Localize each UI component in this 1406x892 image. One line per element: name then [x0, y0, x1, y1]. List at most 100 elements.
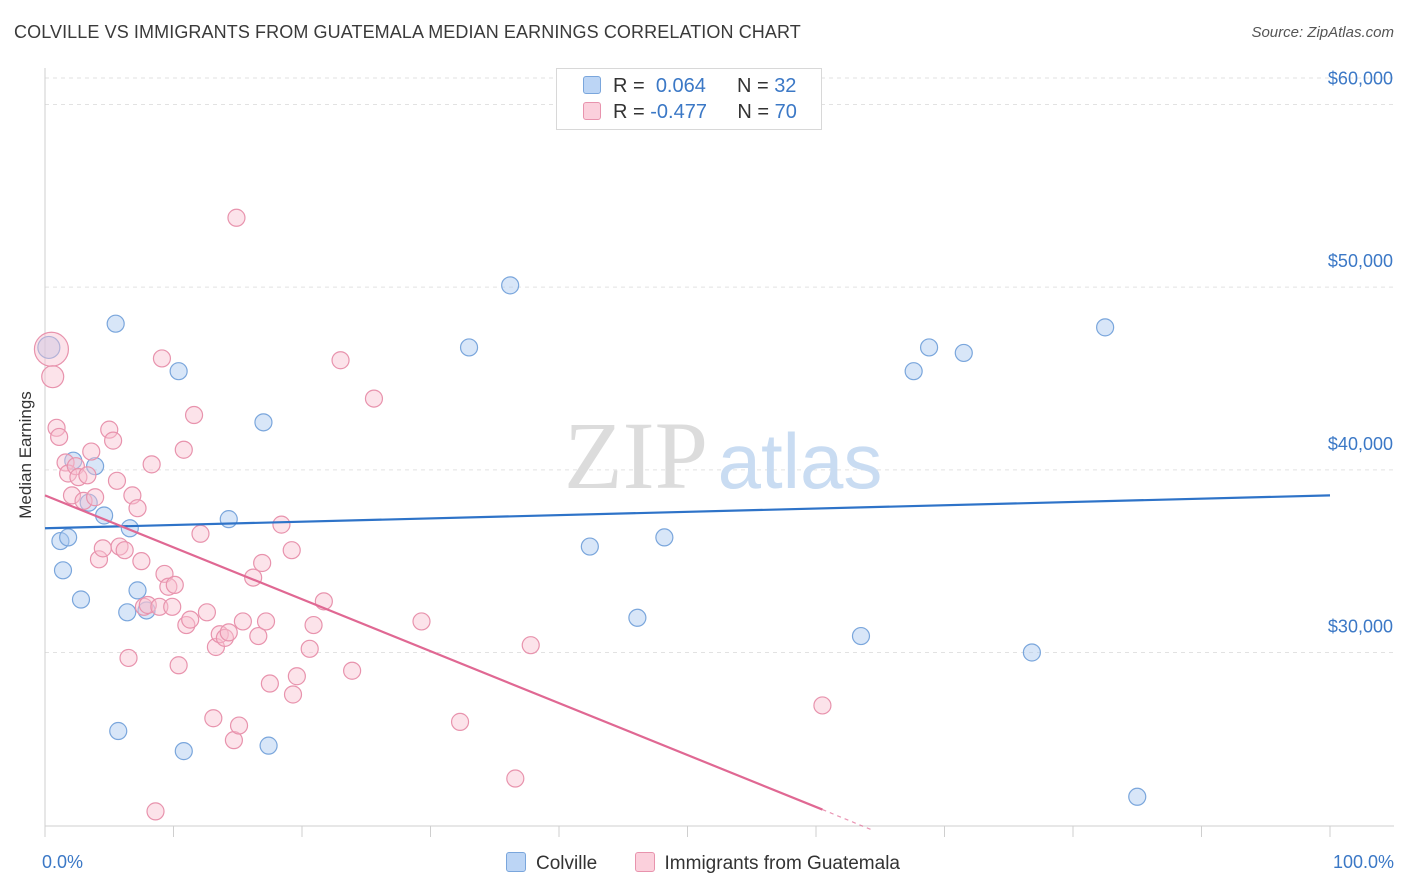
guatemala-point: [69, 468, 88, 487]
legend-r-label: R =: [613, 101, 645, 123]
gridlines: [45, 77, 1394, 653]
guatemala-point: [249, 626, 268, 646]
colville-point: [851, 626, 871, 646]
y-tick-label: $40,000: [1328, 434, 1393, 454]
legend-n-label: N =: [737, 101, 770, 123]
legend: R = 0.064 N = 32 R = -0.477 N = 70: [556, 68, 822, 130]
guatemala-trend-extension: [822, 809, 872, 831]
y-tick-labels: $30,000 $40,000 $50,000 $60,000: [1328, 69, 1393, 637]
legend-row-colville: R = 0.064 N = 32: [583, 75, 796, 101]
guatemala-point: [163, 597, 182, 616]
guatemala-point: [152, 349, 172, 368]
guatemala-point: [412, 612, 431, 631]
colville-point: [501, 276, 520, 295]
colville-point: [219, 510, 238, 529]
guatemala-point: [59, 464, 78, 483]
guatemala-point: [93, 539, 112, 558]
guatemala-point: [260, 674, 279, 693]
trend-lines: [44, 494, 1331, 831]
colville-point: [919, 338, 939, 357]
guatemala-point: [283, 685, 303, 704]
series-swatch-colville: [506, 852, 526, 872]
guatemala-point: [219, 623, 238, 642]
guatemala-point: [506, 769, 525, 788]
guatemala-point: [521, 636, 540, 655]
axes: [44, 68, 1394, 837]
data-points: [33, 208, 1147, 821]
chart-title: COLVILLE VS IMMIGRANTS FROM GUATEMALA ME…: [14, 22, 801, 42]
legend-r-value: 0.064: [655, 75, 706, 97]
series-legend: Colville Immigrants from Guatemala: [0, 852, 1406, 875]
colville-point: [1128, 787, 1147, 806]
y-tick-label: $30,000: [1328, 616, 1393, 636]
legend-r-label: R =: [613, 75, 645, 97]
guatemala-point: [74, 491, 93, 510]
guatemala-point: [33, 331, 70, 367]
guatemala-point: [150, 597, 169, 616]
watermark-atlas: atlas: [718, 417, 883, 505]
y-axis-label: Median Earnings: [16, 391, 35, 519]
y-tick-label: $50,000: [1328, 251, 1393, 271]
watermark-zip: ZIP: [564, 402, 708, 509]
guatemala-point: [229, 716, 249, 735]
guatemala-point: [165, 575, 184, 595]
guatemala-point: [128, 499, 147, 518]
guatemala-point: [197, 603, 217, 622]
guatemala-point: [272, 515, 291, 534]
guatemala-point: [233, 612, 252, 631]
guatemala-point: [184, 405, 204, 425]
legend-n-value: 70: [774, 101, 797, 123]
colville-point: [71, 590, 91, 609]
colville-point: [1096, 318, 1115, 337]
guatemala-point: [174, 440, 193, 459]
legend-swatch-guatemala: [583, 102, 601, 120]
guatemala-point: [256, 612, 276, 631]
colville-point: [1022, 643, 1041, 662]
colville-point: [174, 742, 193, 761]
guatemala-point: [86, 488, 105, 507]
guatemala-point: [181, 610, 200, 629]
colville-point: [37, 335, 61, 360]
colville-point: [169, 362, 188, 381]
colville-point: [59, 528, 78, 547]
guatemala-point: [107, 471, 127, 490]
colville-point: [128, 581, 147, 600]
legend-r-value: -0.477: [650, 101, 707, 123]
guatemala-point: [78, 466, 97, 485]
colville-point: [655, 528, 674, 547]
x-tick-label-max: 100.0%: [1332, 852, 1394, 872]
guatemala-point: [115, 541, 134, 560]
series-legend-colville: Colville: [506, 852, 597, 875]
y-tick-label: $60,000: [1328, 69, 1393, 89]
guatemala-point: [104, 431, 123, 450]
guatemala-point: [304, 615, 323, 635]
colville-point: [459, 338, 479, 357]
series-name-guatemala: Immigrants from Guatemala: [664, 853, 900, 874]
guatemala-point: [50, 427, 69, 447]
guatemala-trend-line: [44, 494, 823, 811]
guatemala-point: [287, 667, 306, 686]
guatemala-point: [159, 577, 178, 596]
guatemala-point: [82, 442, 101, 461]
colville-point: [254, 413, 273, 432]
guatemala-point: [813, 696, 832, 715]
colville-trend-line: [44, 494, 1331, 530]
guatemala-point: [227, 208, 246, 227]
legend-n-label: N =: [736, 75, 769, 97]
guatemala-point: [41, 365, 65, 389]
guatemala-point: [191, 524, 210, 543]
series-legend-guatemala: Immigrants from Guatemala: [634, 852, 900, 875]
guatemala-point: [331, 351, 350, 370]
colville-point: [580, 537, 599, 556]
watermark: ZIP atlas: [564, 402, 882, 509]
series-swatch-guatemala: [634, 852, 655, 872]
colville-point: [53, 561, 73, 580]
legend-swatch-colville: [583, 76, 601, 94]
guatemala-point: [204, 709, 223, 728]
colville-point: [954, 343, 973, 363]
colville-point: [106, 314, 125, 333]
guatemala-point: [132, 552, 151, 571]
guatemala-point: [253, 553, 272, 573]
guatemala-point: [343, 661, 362, 680]
